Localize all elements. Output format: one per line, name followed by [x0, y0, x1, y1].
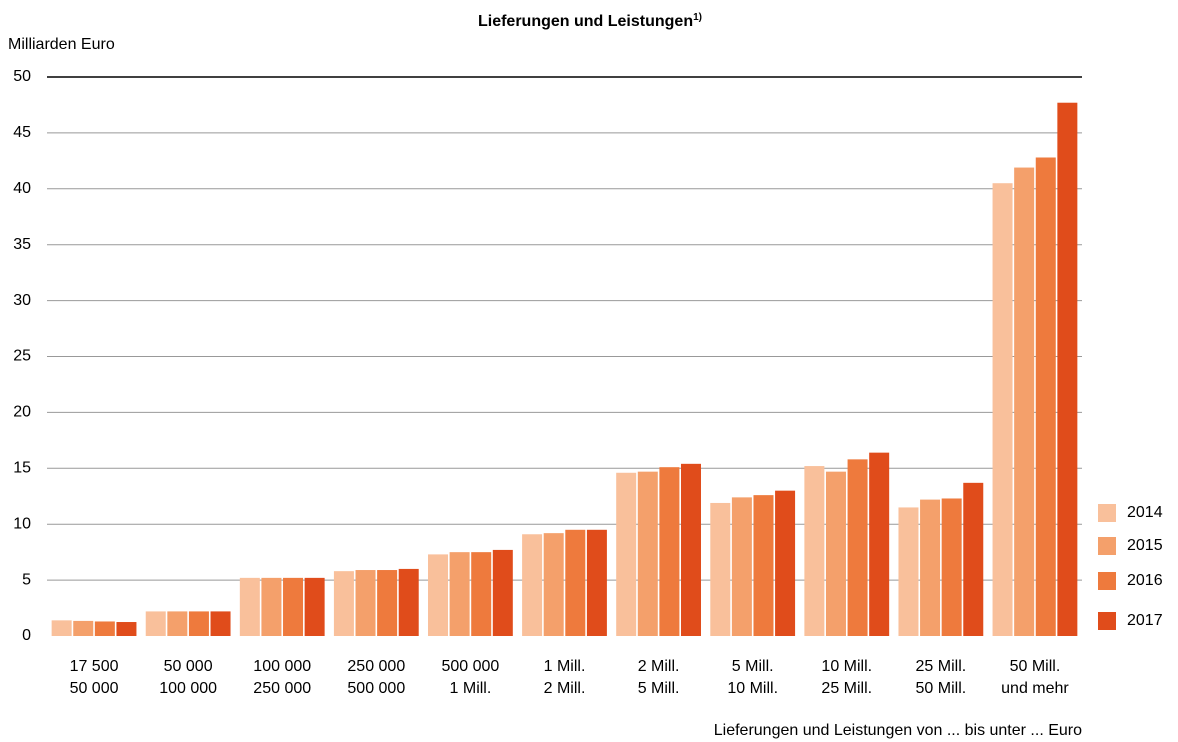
bar [543, 533, 564, 636]
x-tick-label: 17 500 [70, 658, 119, 675]
x-tick-label: 250 000 [253, 680, 311, 697]
legend-label: 2016 [1127, 572, 1163, 589]
bar [710, 502, 731, 636]
bar [145, 611, 166, 636]
y-tick-label: 0 [22, 627, 31, 644]
bar [847, 459, 868, 636]
bar [167, 611, 188, 636]
bar [565, 529, 586, 636]
bar [869, 452, 890, 636]
bar [283, 577, 304, 636]
bar [1035, 157, 1056, 636]
x-axis-label: Lieferungen und Leistungen von ... bis u… [714, 722, 1082, 739]
x-tick-label: 500 000 [347, 680, 405, 697]
bar [522, 534, 543, 636]
bar [116, 622, 137, 636]
x-tick-label: 50 Mill. [916, 680, 967, 697]
bar [825, 471, 846, 636]
x-tick-label: 1 Mill. [450, 680, 492, 697]
y-tick-label: 15 [13, 460, 31, 477]
bar [898, 507, 919, 636]
bar [804, 466, 825, 636]
x-tick-label: 250 000 [347, 658, 405, 675]
bar [333, 571, 354, 636]
y-axis-label: Milliarden Euro [8, 36, 115, 53]
legend-label: 2015 [1127, 537, 1163, 554]
legend-swatch [1098, 537, 1116, 555]
y-tick-label: 35 [13, 236, 31, 253]
title-note: 1) [693, 12, 702, 23]
x-tick-label: 500 000 [441, 658, 499, 675]
bar [941, 498, 962, 636]
legend-swatch [1098, 612, 1116, 630]
bar [94, 621, 115, 636]
bar [449, 552, 470, 636]
legend-label: 2017 [1127, 612, 1163, 629]
x-tick-label: 2 Mill. [638, 658, 680, 675]
x-tick-label: 100 000 [159, 680, 217, 697]
legend-label: 2014 [1127, 504, 1163, 521]
y-tick-label: 20 [13, 404, 31, 421]
bar [1014, 167, 1035, 637]
title-text: Lieferungen und Leistungen [478, 13, 693, 30]
x-tick-label: 100 000 [253, 658, 311, 675]
bar [1057, 102, 1078, 637]
bar [210, 611, 231, 636]
x-tick-label: 50 Mill. [1010, 658, 1061, 675]
bar [471, 552, 492, 636]
bar [261, 577, 282, 636]
y-tick-label: 45 [13, 124, 31, 141]
bar [992, 183, 1013, 636]
x-tick-label: 1 Mill. [544, 658, 586, 675]
x-tick-label: und mehr [1001, 680, 1069, 697]
x-tick-label: 50 000 [70, 680, 119, 697]
x-tick-label: 5 Mill. [732, 658, 774, 675]
chart-title: Lieferungen und Leistungen1) [478, 12, 702, 31]
bar [963, 482, 984, 636]
bar [73, 620, 94, 636]
bar [775, 490, 796, 636]
bar [239, 577, 260, 636]
bar [616, 472, 637, 636]
y-tick-label: 40 [13, 180, 31, 197]
bar [398, 568, 419, 636]
bar [637, 471, 658, 636]
y-tick-label: 30 [13, 292, 31, 309]
x-tick-label: 10 Mill. [727, 680, 778, 697]
bar [680, 463, 701, 636]
bar [659, 467, 680, 636]
bar [428, 554, 449, 636]
x-tick-label: 25 Mill. [916, 658, 967, 675]
legend-swatch [1098, 504, 1116, 522]
x-tick-label: 5 Mill. [638, 680, 680, 697]
bar [355, 570, 376, 636]
y-tick-label: 10 [13, 515, 31, 532]
x-tick-label: 50 000 [164, 658, 213, 675]
x-tick-label: 10 Mill. [821, 658, 872, 675]
x-tick-label: 25 Mill. [821, 680, 872, 697]
legend-swatch [1098, 572, 1116, 590]
bar [586, 529, 607, 636]
bar [51, 620, 72, 636]
bar [731, 497, 752, 636]
bar [492, 549, 513, 636]
y-tick-label: 25 [13, 348, 31, 365]
bar [377, 570, 398, 636]
bar [920, 499, 941, 636]
bar [753, 495, 774, 636]
bar [304, 577, 325, 636]
x-tick-label: 2 Mill. [544, 680, 586, 697]
bar [188, 611, 209, 636]
y-tick-label: 5 [22, 571, 31, 588]
y-tick-label: 50 [13, 68, 31, 85]
